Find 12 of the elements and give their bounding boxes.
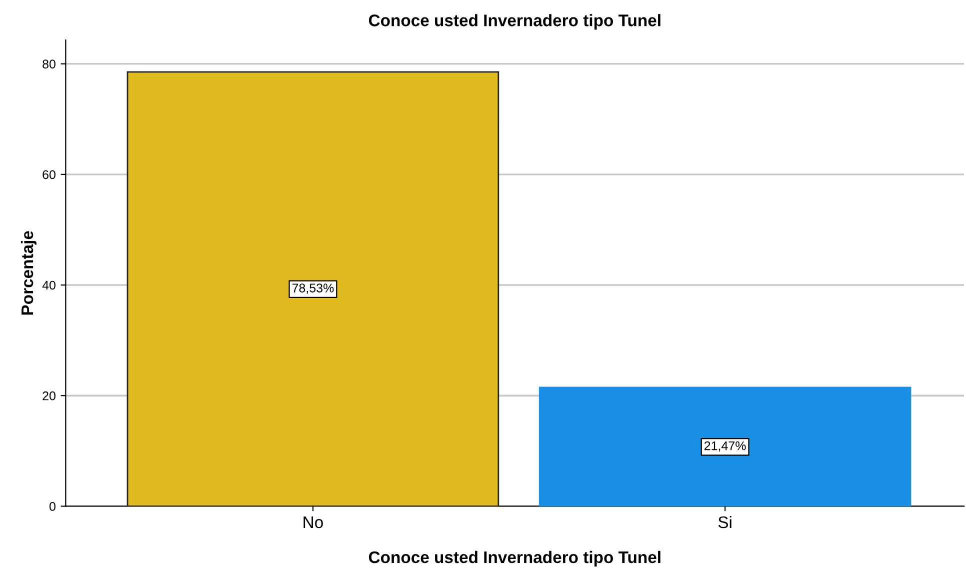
x-axis-title: Conoce usted Invernadero tipo Tunel: [368, 550, 660, 566]
x-tick-label: Si: [718, 516, 732, 528]
data-label: 78,53%: [292, 284, 334, 294]
y-tick-label: 0: [50, 502, 56, 511]
y-tick-label: 40: [42, 280, 56, 290]
chart-title: Conoce usted Invernadero tipo Tunel: [368, 14, 660, 30]
y-tick-label: 60: [42, 170, 56, 180]
x-tick-label: No: [304, 516, 323, 528]
y-tick-label: 80: [42, 60, 56, 68]
data-label: 21,47%: [704, 441, 746, 452]
y-axis-title: Porcentaje: [20, 231, 37, 315]
y-tick-label: 20: [42, 391, 56, 400]
